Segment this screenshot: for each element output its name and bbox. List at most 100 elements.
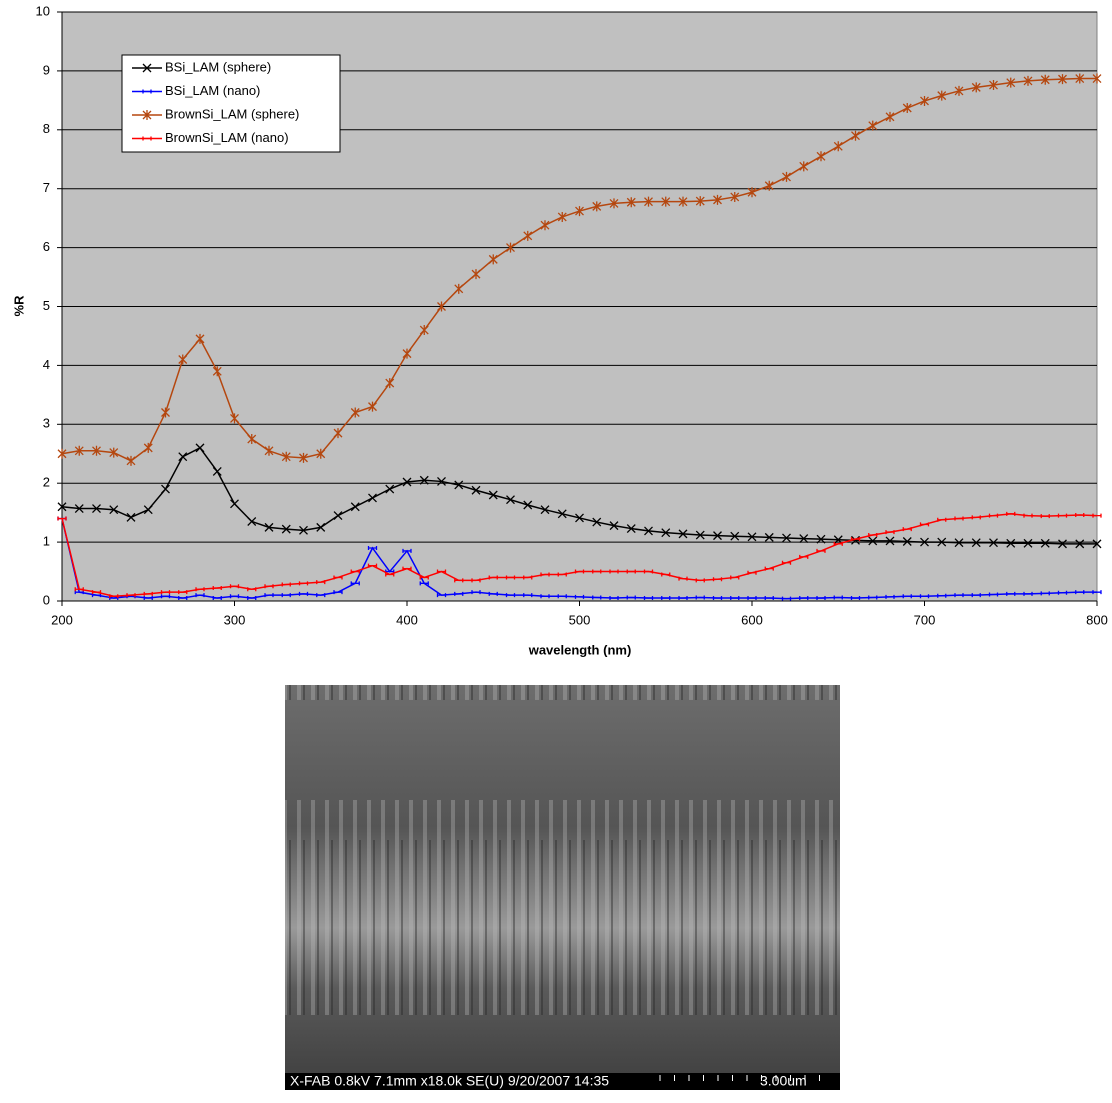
marker: [557, 509, 567, 519]
marker: [1092, 513, 1102, 518]
marker: [592, 201, 602, 212]
marker: [454, 283, 464, 294]
y-axis-label: %R: [11, 295, 26, 317]
x-tick-label: 800: [1086, 612, 1108, 627]
legend-label: BSi_LAM (sphere): [165, 59, 271, 74]
marker: [816, 548, 826, 553]
sem-texture: [285, 685, 840, 1015]
marker: [592, 517, 602, 527]
marker: [540, 572, 550, 577]
marker: [402, 348, 412, 359]
marker: [902, 527, 912, 532]
marker: [142, 136, 152, 141]
marker: [868, 120, 878, 131]
marker: [229, 594, 240, 599]
marker: [1057, 513, 1068, 518]
marker: [937, 593, 947, 598]
marker: [142, 110, 152, 120]
marker: [178, 452, 188, 462]
marker: [57, 448, 67, 459]
marker: [298, 591, 309, 596]
sem-image: X-FAB 0.8kV 7.1mm x18.0k SE(U) 9/20/2007…: [285, 685, 840, 1090]
marker: [678, 196, 688, 207]
marker: [419, 325, 429, 336]
marker: [178, 354, 188, 365]
marker: [540, 505, 550, 515]
marker: [1006, 538, 1016, 548]
marker: [954, 593, 964, 598]
legend-label: BSi_LAM (nano): [165, 83, 260, 98]
marker: [74, 445, 84, 456]
marker: [712, 596, 723, 601]
marker: [678, 576, 688, 581]
marker: [1092, 73, 1102, 84]
marker: [333, 511, 343, 521]
marker: [781, 596, 792, 601]
marker: [195, 443, 205, 453]
marker: [1006, 77, 1016, 88]
marker: [1075, 73, 1085, 84]
marker: [971, 593, 981, 598]
marker: [471, 590, 481, 595]
marker: [212, 366, 222, 377]
marker: [506, 495, 515, 505]
marker: [523, 230, 533, 241]
marker: [264, 584, 274, 589]
marker: [505, 593, 516, 598]
marker: [230, 499, 239, 509]
marker: [161, 407, 170, 418]
marker: [402, 566, 412, 571]
marker: [488, 490, 498, 500]
marker: [988, 592, 999, 597]
marker: [989, 80, 998, 91]
marker: [730, 575, 740, 580]
marker: [557, 594, 567, 599]
marker: [454, 578, 464, 583]
marker: [74, 587, 84, 592]
marker: [247, 517, 257, 526]
marker: [350, 502, 360, 512]
marker: [316, 522, 326, 532]
marker: [851, 535, 860, 545]
marker: [212, 586, 222, 591]
marker: [764, 566, 774, 571]
marker: [385, 572, 395, 577]
marker: [678, 529, 688, 539]
marker: [1040, 74, 1050, 85]
plot: 0 1 2 3 4 5 6 7 8 9 10 200 300 400 500 600 700 800 BSi_LAM…: [36, 3, 1108, 627]
marker: [661, 572, 671, 577]
marker: [247, 434, 257, 445]
marker: [143, 505, 153, 515]
marker: [644, 526, 653, 536]
marker: [385, 378, 395, 389]
marker: [316, 448, 326, 459]
marker: [609, 569, 619, 574]
marker: [385, 484, 395, 494]
marker: [264, 593, 274, 598]
marker: [557, 211, 567, 222]
marker: [419, 575, 429, 580]
marker: [195, 593, 205, 598]
marker: [643, 596, 654, 601]
marker: [954, 538, 964, 548]
marker: [920, 537, 929, 547]
marker: [661, 528, 671, 538]
y-tick-label: 9: [43, 62, 50, 77]
marker: [523, 500, 533, 510]
marker: [1040, 591, 1050, 596]
marker: [247, 596, 257, 601]
marker: [1006, 591, 1016, 596]
marker: [1092, 539, 1102, 549]
marker: [540, 594, 550, 599]
marker: [661, 196, 671, 207]
marker: [160, 594, 171, 599]
marker: [850, 596, 861, 601]
marker: [1023, 513, 1033, 518]
marker: [264, 445, 274, 456]
marker: [575, 513, 584, 523]
marker: [195, 333, 205, 344]
x-tick-label: 200: [51, 612, 73, 627]
marker: [799, 161, 809, 172]
sem-scale-label: 3.00um: [760, 1073, 807, 1089]
